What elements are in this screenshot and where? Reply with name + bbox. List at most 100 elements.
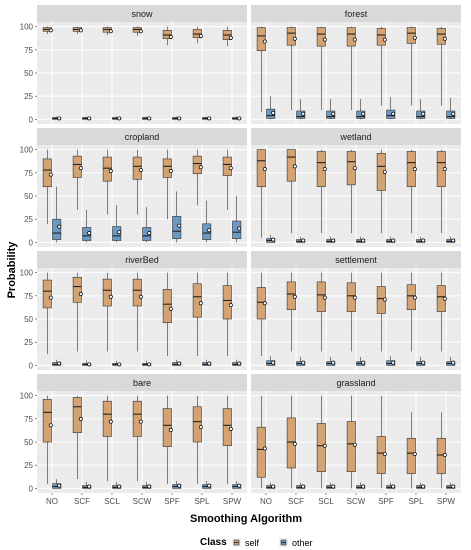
mean-marker	[262, 446, 267, 451]
y-tick-label: 75	[24, 415, 33, 424]
box-other-NO	[52, 359, 62, 366]
box-iqr	[72, 397, 82, 434]
box-other-SPW	[232, 196, 242, 243]
box-self-SCF	[72, 26, 83, 35]
mean-marker	[271, 237, 276, 242]
mean-marker	[48, 423, 53, 428]
facet-strip	[37, 5, 247, 22]
box-other-SCW	[142, 360, 152, 367]
facet-panel-grassland: grassland NO SCF SCL SCW SPF SPL SPW	[251, 374, 461, 506]
mean-marker	[352, 37, 357, 42]
mean-marker	[322, 295, 327, 300]
box-self-SCL	[102, 395, 113, 481]
y-tick-label: 0	[29, 115, 34, 124]
box-other-NO	[266, 356, 276, 366]
mean-marker	[198, 165, 203, 170]
mean-marker	[87, 116, 92, 121]
box-self-SPW	[436, 412, 447, 489]
box-other-NO	[266, 234, 276, 243]
mean-marker	[108, 419, 113, 424]
x-tick-label: SCF	[74, 497, 90, 506]
box-other-SCL	[112, 205, 122, 243]
facet-panel-riverBed: riverBed 0 25 50 75 100	[20, 251, 247, 370]
box-self-SPW	[222, 395, 233, 484]
box-self-SCF	[286, 395, 297, 489]
y-tick-label: 100	[20, 392, 34, 401]
box-self-SCL	[102, 26, 113, 35]
box-self-SPL	[406, 26, 417, 106]
box-other-NO	[266, 482, 276, 489]
mean-marker	[361, 111, 366, 116]
box-self-SCF	[286, 26, 297, 111]
box-self-SPF	[376, 272, 387, 352]
mean-marker	[361, 238, 366, 243]
box-other-SPF	[386, 356, 396, 366]
box-iqr	[346, 27, 356, 47]
box-self-SCL	[316, 149, 327, 234]
box-other-SCF	[82, 360, 92, 367]
box-self-NO	[256, 149, 267, 238]
box-iqr	[72, 276, 82, 303]
box-iqr	[376, 28, 386, 46]
box-other-SCF	[296, 482, 306, 489]
box-other-SPL	[202, 359, 212, 366]
box-self-SCF	[286, 272, 297, 352]
box-iqr	[436, 28, 446, 45]
box-self-SPL	[192, 26, 203, 44]
box-iqr	[406, 437, 416, 474]
box-iqr	[102, 400, 112, 437]
x-tick-label: SCL	[104, 497, 120, 506]
mean-marker	[301, 111, 306, 116]
box-self-SPF	[376, 26, 387, 106]
box-self-SCF	[72, 395, 83, 480]
mean-marker	[177, 361, 182, 366]
mean-marker	[292, 294, 297, 299]
box-other-SPF	[172, 359, 182, 366]
box-other-SCW	[142, 481, 152, 489]
box-self-NO	[42, 26, 53, 35]
box-other-SPL	[416, 98, 426, 120]
mean-marker	[382, 297, 387, 302]
box-other-SCL	[112, 481, 122, 489]
facet-strip-label: wetland	[339, 132, 371, 142]
mean-marker	[391, 111, 396, 116]
facet-panel-bare: bare 0 25 50 75 100 NO SCF SCL SCW SPF SPL SPW	[20, 374, 247, 506]
mean-marker	[117, 230, 122, 235]
mean-marker	[271, 110, 276, 115]
mean-marker	[421, 238, 426, 243]
box-other-SPW	[232, 480, 242, 489]
box-iqr	[222, 156, 232, 176]
mean-marker	[138, 29, 143, 34]
mean-marker	[207, 228, 212, 233]
x-tick-label: SCW	[133, 497, 152, 506]
box-self-SCL	[316, 26, 327, 111]
mean-marker	[108, 169, 113, 173]
legend-title: Class	[200, 537, 227, 548]
y-tick-label: 75	[24, 46, 33, 55]
box-self-SCL	[316, 395, 327, 489]
box-self-SCW	[132, 26, 143, 36]
mean-marker	[442, 296, 447, 301]
box-self-SPW	[222, 149, 233, 210]
facet-strip	[251, 5, 461, 22]
mean-marker	[228, 303, 233, 308]
box-iqr	[42, 279, 52, 309]
mean-marker	[78, 28, 83, 33]
mean-marker	[382, 169, 387, 174]
box-other-SCF	[296, 98, 306, 120]
box-self-NO	[256, 272, 267, 357]
box-other-NO	[52, 479, 62, 489]
facet-panel-cropland: cropland 0 25 50 75 100	[20, 128, 247, 247]
box-other-SPF	[172, 191, 182, 243]
box-iqr	[316, 27, 326, 47]
box-self-SCL	[316, 272, 327, 352]
mean-marker	[322, 37, 327, 42]
box-iqr	[256, 426, 266, 478]
box-other-NO	[52, 116, 62, 121]
y-tick-label: 100	[20, 146, 34, 155]
mean-marker	[228, 427, 233, 431]
box-self-SCW	[346, 149, 357, 234]
box-other-SCL	[326, 236, 336, 243]
mean-marker	[57, 116, 62, 121]
mean-marker	[147, 484, 152, 489]
